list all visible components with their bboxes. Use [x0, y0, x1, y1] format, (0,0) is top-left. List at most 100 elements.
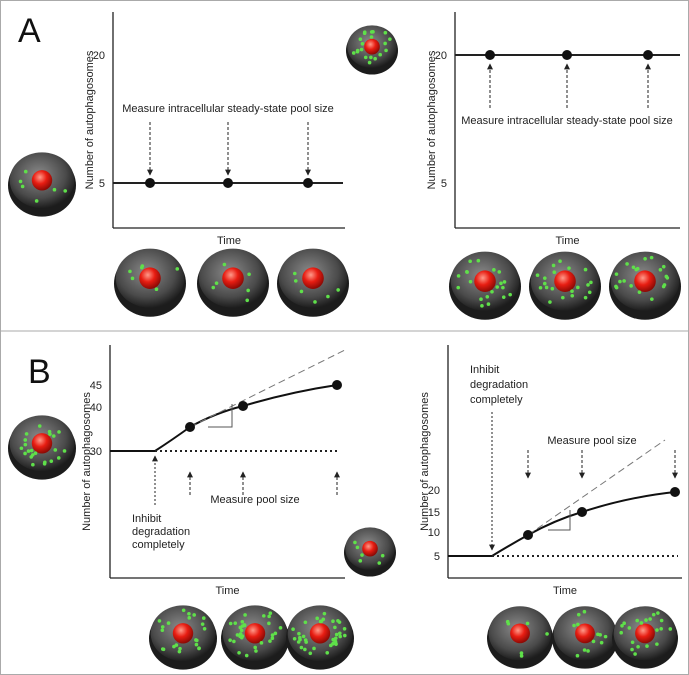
autophagosome	[253, 645, 258, 650]
autophagosome	[508, 292, 512, 297]
autophagosome	[627, 626, 632, 630]
autophagosome	[247, 272, 251, 277]
autophagosome	[304, 640, 308, 644]
autophagosome	[538, 285, 543, 290]
autophagosome	[465, 269, 469, 274]
cell	[277, 248, 349, 317]
autophagosome	[659, 618, 664, 623]
autophagosome	[303, 647, 307, 652]
autophagosome	[166, 621, 171, 625]
cell	[149, 605, 217, 670]
point	[562, 50, 572, 60]
nucleus	[474, 270, 496, 293]
autophagosome	[333, 625, 337, 630]
trend	[527, 439, 666, 536]
autophagosome	[486, 302, 491, 306]
autophagosome	[157, 619, 162, 623]
autophagosome	[62, 449, 67, 453]
point	[185, 422, 195, 432]
nucleus	[575, 623, 595, 644]
autophagosome	[384, 48, 388, 53]
autophagosome	[650, 297, 654, 301]
autophagosome	[630, 640, 635, 645]
autophagosome	[228, 621, 233, 626]
autophagosome	[661, 264, 666, 269]
cell	[8, 415, 76, 480]
autophagosome	[631, 265, 636, 270]
autophagosome	[625, 262, 629, 266]
autophagosome	[291, 627, 295, 632]
slope-triangle	[208, 404, 233, 428]
autophagosome	[51, 434, 56, 438]
nucleus	[31, 170, 53, 191]
autophagosome	[630, 647, 634, 652]
autophagosome	[622, 279, 626, 283]
point	[238, 401, 248, 411]
autophagosome	[326, 294, 330, 299]
autophagosome	[181, 608, 186, 613]
autophagosome	[172, 644, 176, 649]
autophagosome	[268, 611, 273, 616]
autophagosome	[355, 48, 360, 53]
nucleus	[222, 267, 244, 290]
autophagosome	[551, 263, 556, 268]
autophagosome	[303, 620, 308, 625]
point	[223, 178, 233, 188]
autophagosome	[259, 641, 264, 645]
nucleus	[31, 433, 53, 454]
autophagosome	[583, 267, 588, 272]
nucleus	[172, 623, 194, 644]
autophagosome	[187, 611, 191, 616]
cell	[612, 606, 678, 669]
autophagosome	[492, 268, 496, 272]
y-tick-label: 5	[441, 178, 447, 190]
cell	[221, 605, 289, 670]
autophagosome	[154, 287, 159, 292]
autophagosome	[614, 284, 618, 289]
autophagosome	[480, 304, 484, 308]
autophagosome	[582, 648, 587, 652]
autophagosome	[383, 41, 387, 46]
autophagosome	[31, 462, 35, 467]
autophagosome	[655, 642, 659, 646]
autophagosome	[582, 609, 587, 614]
autophagosome	[561, 295, 565, 300]
autophagosome	[644, 618, 648, 622]
cell	[286, 605, 354, 670]
y-axis-label: Number of autophagosomes	[81, 392, 93, 531]
autophagosome	[558, 259, 562, 264]
autophagosome	[315, 616, 319, 621]
autophagosome	[63, 189, 68, 193]
autophagosome	[240, 619, 245, 624]
autophagosome	[222, 262, 227, 267]
panel-label: B	[28, 353, 51, 391]
autophagosome	[358, 559, 363, 563]
autophagosome	[267, 621, 271, 626]
x-axis-label: Time	[555, 235, 579, 247]
cell	[344, 527, 396, 577]
autophagosome	[301, 634, 306, 639]
autophagosome	[373, 56, 377, 61]
autophagosome	[254, 649, 258, 653]
autophagosome	[622, 621, 626, 626]
autophagosome	[240, 624, 245, 628]
autophagosome	[297, 631, 301, 636]
autophagosome	[201, 616, 206, 620]
autophagosome	[377, 561, 382, 565]
autophagosome	[664, 274, 669, 279]
y-tick-label: 10	[428, 527, 440, 539]
autophagosome	[456, 285, 461, 290]
cell	[114, 248, 186, 317]
nucleus	[302, 267, 324, 290]
autophagosome	[23, 451, 27, 456]
autophagosome	[662, 283, 667, 287]
autophagosome	[200, 622, 205, 626]
autophagosome	[552, 270, 557, 274]
autophagosome	[570, 289, 574, 294]
autophagosome	[618, 279, 622, 284]
autophagosome	[53, 448, 58, 452]
autophagosome	[490, 289, 494, 294]
autophagosome	[576, 622, 580, 627]
autophagosome	[246, 288, 250, 293]
